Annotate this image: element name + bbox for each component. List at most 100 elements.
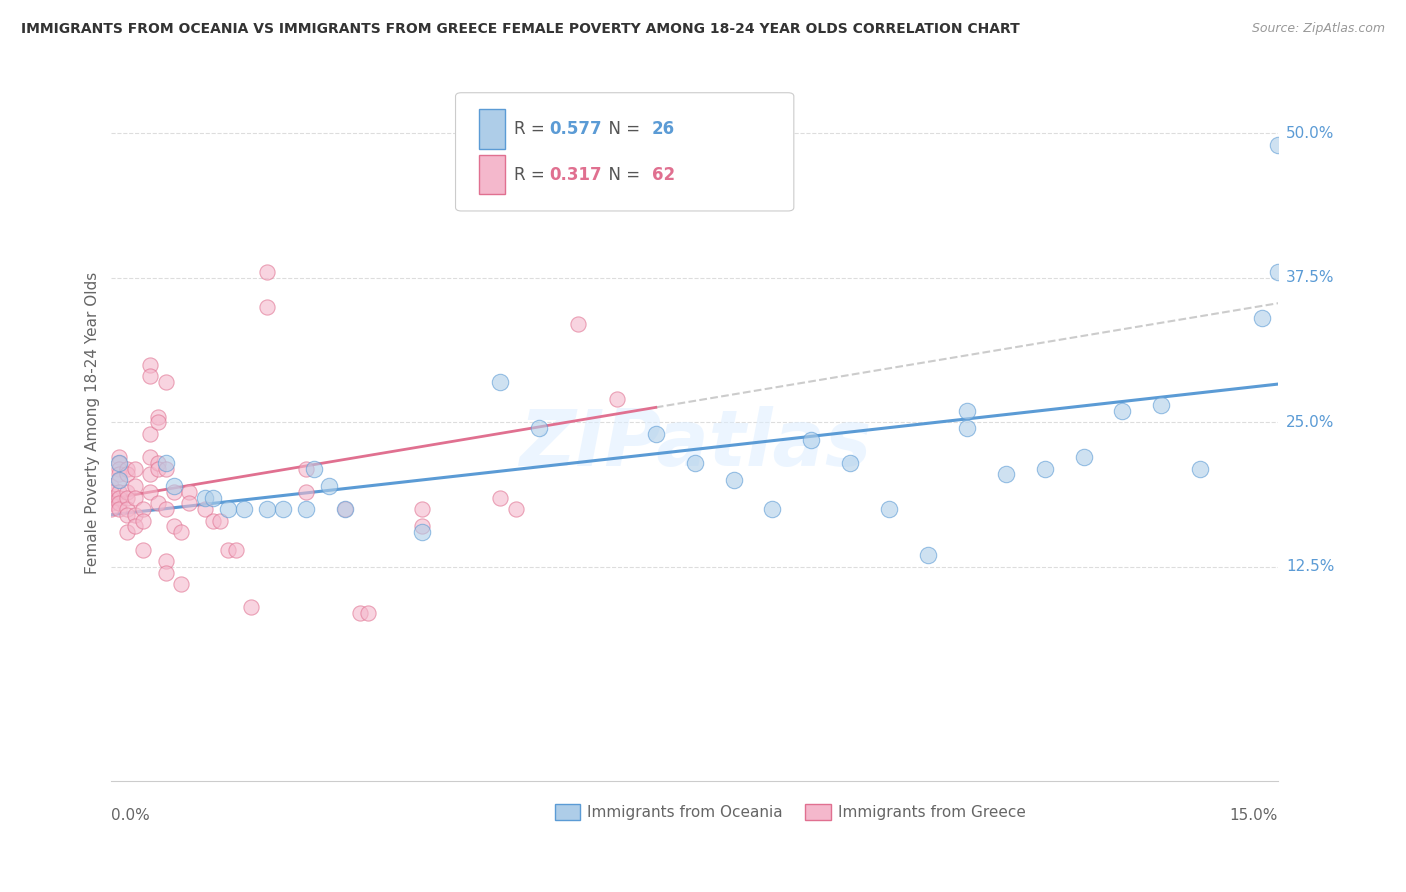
FancyBboxPatch shape	[456, 93, 794, 211]
Point	[217, 542, 239, 557]
Point	[124, 491, 146, 505]
Point	[155, 566, 177, 580]
Text: Immigrants from Greece: Immigrants from Greece	[838, 805, 1026, 820]
Point	[170, 525, 193, 540]
Text: 37.5%: 37.5%	[1286, 270, 1334, 285]
Point	[489, 375, 512, 389]
Text: 0.0%: 0.0%	[111, 808, 150, 823]
Text: IMMIGRANTS FROM OCEANIA VS IMMIGRANTS FROM GREECE FEMALE POVERTY AMONG 18-24 YEA: IMMIGRANTS FROM OCEANIA VS IMMIGRANTS FR…	[21, 22, 1019, 37]
Point	[217, 502, 239, 516]
Point	[146, 416, 169, 430]
Text: Source: ZipAtlas.com: Source: ZipAtlas.com	[1251, 22, 1385, 36]
Point	[232, 502, 254, 516]
Point	[411, 525, 433, 540]
Point	[115, 467, 138, 482]
Point	[100, 502, 122, 516]
Text: 0.317: 0.317	[548, 166, 602, 184]
Point	[108, 496, 131, 510]
Point	[108, 473, 131, 487]
Point	[124, 508, 146, 522]
Point	[225, 542, 247, 557]
Point	[194, 491, 217, 505]
Point	[155, 554, 177, 568]
Point	[567, 317, 589, 331]
Point	[108, 450, 131, 464]
Point	[155, 461, 177, 475]
Point	[956, 421, 979, 435]
Text: 26: 26	[651, 120, 675, 138]
Point	[100, 496, 122, 510]
Point	[240, 600, 263, 615]
Text: N =: N =	[598, 120, 645, 138]
Text: 12.5%: 12.5%	[1286, 559, 1334, 574]
Point	[108, 484, 131, 499]
Point	[333, 502, 356, 516]
Point	[723, 473, 745, 487]
Point	[1111, 404, 1133, 418]
Point	[124, 519, 146, 533]
Text: Immigrants from Oceania: Immigrants from Oceania	[588, 805, 783, 820]
Point	[644, 426, 666, 441]
Point	[100, 479, 122, 493]
Point	[1073, 450, 1095, 464]
Point	[162, 519, 184, 533]
Point	[115, 491, 138, 505]
Point	[1267, 265, 1289, 279]
Point	[683, 456, 706, 470]
Point	[108, 502, 131, 516]
Point	[115, 484, 138, 499]
Point	[505, 502, 527, 516]
Point	[606, 392, 628, 407]
Point	[209, 514, 232, 528]
Point	[146, 409, 169, 424]
Point	[108, 467, 131, 482]
Point	[318, 479, 340, 493]
Point	[108, 473, 131, 487]
Point	[295, 502, 318, 516]
Point	[131, 514, 153, 528]
Text: R =: R =	[513, 166, 550, 184]
Point	[489, 491, 512, 505]
Point	[1251, 311, 1274, 326]
Point	[877, 502, 900, 516]
Point	[108, 491, 131, 505]
Point	[108, 461, 131, 475]
Point	[295, 461, 318, 475]
Point	[295, 484, 318, 499]
Point	[271, 502, 294, 516]
Point	[536, 115, 558, 129]
Point	[357, 606, 380, 620]
Point	[155, 502, 177, 516]
Point	[108, 456, 131, 470]
Point	[256, 300, 278, 314]
Point	[146, 461, 169, 475]
Point	[201, 491, 224, 505]
Point	[155, 375, 177, 389]
Y-axis label: Female Poverty Among 18-24 Year Olds: Female Poverty Among 18-24 Year Olds	[86, 271, 100, 574]
Point	[349, 606, 371, 620]
Text: N =: N =	[598, 166, 645, 184]
Text: R =: R =	[513, 120, 550, 138]
Point	[115, 502, 138, 516]
Point	[917, 549, 939, 563]
Point	[411, 502, 433, 516]
Point	[800, 433, 823, 447]
Point	[115, 508, 138, 522]
Point	[956, 404, 979, 418]
Point	[115, 461, 138, 475]
Point	[124, 461, 146, 475]
Point	[139, 484, 162, 499]
Point	[1150, 398, 1173, 412]
Text: 50.0%: 50.0%	[1286, 126, 1334, 141]
Text: ZIPatlas: ZIPatlas	[519, 406, 870, 482]
Point	[333, 502, 356, 516]
Point	[100, 484, 122, 499]
Point	[256, 502, 278, 516]
Point	[179, 496, 201, 510]
Point	[194, 502, 217, 516]
Point	[302, 461, 325, 475]
Point	[131, 502, 153, 516]
Point	[527, 421, 550, 435]
Point	[146, 496, 169, 510]
Point	[170, 577, 193, 591]
